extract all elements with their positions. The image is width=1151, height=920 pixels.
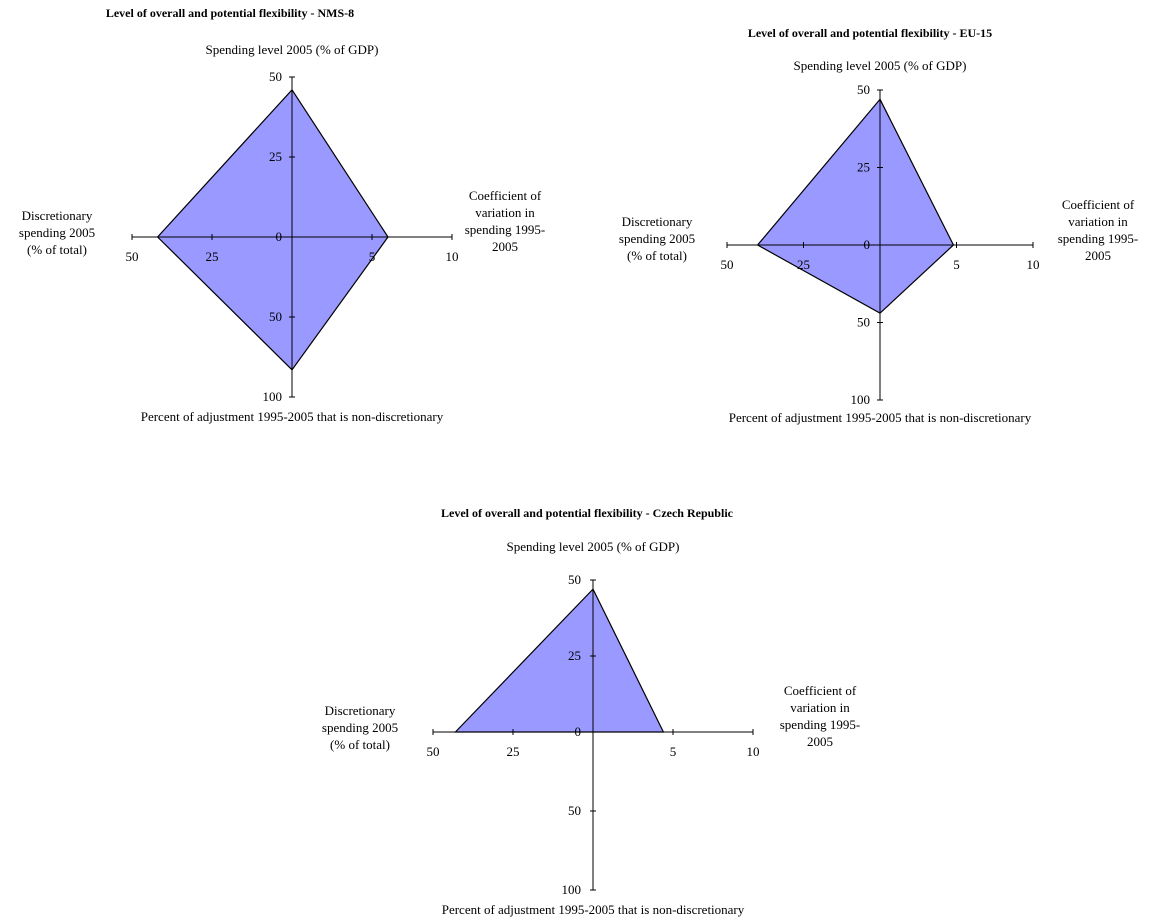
tick-label-up: 50: [269, 69, 282, 84]
axis-label-right: spending 1995-: [780, 717, 861, 732]
tick-label-up: 25: [269, 149, 282, 164]
axis-label-left: Discretionary: [22, 208, 93, 223]
tick-label-right: 10: [446, 249, 459, 264]
axis-label-bottom: Percent of adjustment 1995-2005 that is …: [729, 410, 1032, 425]
axis-label-left: spending 2005: [19, 225, 95, 240]
axis-label-right: 2005: [492, 239, 518, 254]
axis-label-left: spending 2005: [322, 720, 398, 735]
tick-label-right: 10: [1027, 257, 1040, 272]
axis-label-left: Discretionary: [325, 703, 396, 718]
axis-label-right: Coefficient of: [784, 683, 857, 698]
tick-label-down: 50: [269, 309, 282, 324]
tick-label-down: 50: [568, 803, 581, 818]
axis-label-left: spending 2005: [619, 231, 695, 246]
tick-label-down: 50: [857, 315, 870, 330]
tick-label-right: 5: [953, 257, 960, 272]
tick-label-left: 50: [126, 249, 139, 264]
chart-title: Level of overall and potential flexibili…: [106, 6, 354, 20]
axis-label-right: spending 1995-: [1058, 231, 1139, 246]
tick-label-up: 50: [568, 572, 581, 587]
chart-title: Level of overall and potential flexibili…: [441, 506, 734, 520]
data-polygon: [756, 98, 955, 314]
tick-label-left: 25: [797, 257, 810, 272]
axis-label-right: variation in: [475, 205, 535, 220]
tick-label-left: 25: [507, 744, 520, 759]
tick-label-right: 5: [670, 744, 677, 759]
chart-title: Level of overall and potential flexibili…: [748, 26, 992, 40]
tick-label-right: 10: [747, 744, 760, 759]
tick-label-left: 25: [206, 249, 219, 264]
axis-label-top: Spending level 2005 (% of GDP): [794, 58, 967, 73]
tick-label-down: 100: [562, 882, 582, 897]
tick-label-left: 50: [721, 257, 734, 272]
axis-label-left: (% of total): [330, 737, 390, 752]
axis-label-right: variation in: [1068, 214, 1128, 229]
tick-label-up: 0: [864, 237, 871, 252]
tick-label-down: 100: [851, 392, 871, 407]
axis-label-bottom: Percent of adjustment 1995-2005 that is …: [141, 409, 444, 424]
tick-label-left: 50: [427, 744, 440, 759]
axis-label-right: Coefficient of: [1062, 197, 1135, 212]
axis-label-right: spending 1995-: [465, 222, 546, 237]
tick-label-up: 0: [276, 229, 283, 244]
tick-label-right: 5: [369, 249, 376, 264]
axis-label-right: variation in: [790, 700, 850, 715]
axis-label-right: 2005: [807, 734, 833, 749]
tick-label-down: 100: [263, 389, 283, 404]
radar-chart-1: 0 25 50 5 10 50 100 25 50 Level of overall and po…: [19, 6, 545, 424]
data-polygon: [156, 88, 389, 371]
axis-label-left: (% of total): [27, 242, 87, 257]
axis-label-top: Spending level 2005 (% of GDP): [507, 539, 680, 554]
radar-chart-2: 0 25 50 5 10 50 100 25 50 Level of overall and po…: [619, 26, 1138, 425]
axis-label-left: (% of total): [627, 248, 687, 263]
axis-label-right: 2005: [1085, 248, 1111, 263]
radar-chart-3: 0 25 50 5 10 50 100 25 50 Level of overall and po…: [322, 506, 860, 917]
axis-label-left: Discretionary: [622, 214, 693, 229]
tick-label-up: 0: [575, 724, 582, 739]
axis-label-top: Spending level 2005 (% of GDP): [206, 42, 379, 57]
axis-label-right: Coefficient of: [469, 188, 542, 203]
tick-label-up: 25: [568, 648, 581, 663]
axis-label-bottom: Percent of adjustment 1995-2005 that is …: [442, 902, 745, 917]
tick-label-up: 25: [857, 160, 870, 175]
tick-label-up: 50: [857, 82, 870, 97]
data-polygon: [453, 588, 665, 733]
